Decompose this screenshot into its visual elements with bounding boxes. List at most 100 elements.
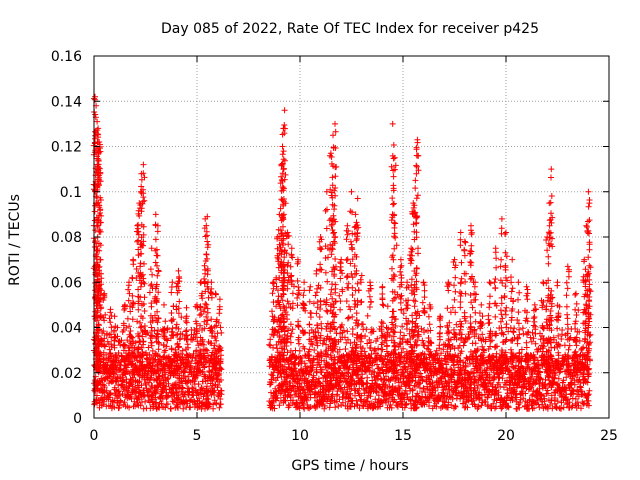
data-point xyxy=(280,148,287,155)
data-point xyxy=(118,337,125,344)
data-point xyxy=(379,346,386,353)
data-point xyxy=(526,396,533,403)
data-point xyxy=(175,365,182,372)
data-point xyxy=(332,298,339,305)
data-point xyxy=(516,373,523,380)
data-point xyxy=(348,244,355,251)
data-point xyxy=(286,402,293,409)
data-point xyxy=(116,388,122,394)
data-point xyxy=(141,174,148,181)
data-point xyxy=(288,330,295,337)
data-point xyxy=(92,93,98,100)
data-point xyxy=(300,343,307,350)
data-point xyxy=(585,402,592,409)
data-point xyxy=(521,371,528,378)
data-point xyxy=(364,398,371,405)
data-point xyxy=(354,229,361,236)
data-point xyxy=(550,379,557,386)
data-point xyxy=(467,259,474,265)
data-point xyxy=(384,303,391,310)
data-point xyxy=(107,350,114,357)
data-point xyxy=(310,300,317,307)
data-point xyxy=(284,338,291,345)
data-point xyxy=(140,223,147,230)
data-point xyxy=(358,335,365,342)
data-point xyxy=(563,374,570,381)
data-point xyxy=(138,183,145,190)
data-point xyxy=(295,318,302,325)
data-point xyxy=(168,405,174,412)
data-point xyxy=(154,330,161,337)
data-point xyxy=(353,253,360,260)
data-point xyxy=(130,338,137,345)
data-point xyxy=(563,292,570,299)
data-point xyxy=(312,335,319,342)
data-point xyxy=(197,347,203,354)
data-point xyxy=(379,301,386,308)
data-point xyxy=(204,213,211,220)
data-point xyxy=(279,184,286,190)
data-point xyxy=(140,405,147,412)
data-point xyxy=(216,296,223,303)
data-point xyxy=(218,387,225,394)
data-point xyxy=(326,336,333,343)
data-point xyxy=(137,283,144,290)
data-point xyxy=(161,301,167,308)
data-point xyxy=(569,402,576,409)
data-point xyxy=(314,322,321,329)
data-point xyxy=(347,238,354,245)
data-point xyxy=(204,305,211,312)
data-point xyxy=(92,238,99,244)
data-point xyxy=(176,298,183,305)
data-point xyxy=(586,387,593,394)
data-point xyxy=(94,153,100,160)
data-point xyxy=(291,365,298,372)
data-point xyxy=(470,370,476,377)
data-point xyxy=(317,297,324,304)
data-point xyxy=(357,338,364,345)
data-point xyxy=(312,292,319,299)
data-point xyxy=(367,285,374,292)
data-point xyxy=(129,334,135,341)
data-point xyxy=(344,328,351,335)
data-point xyxy=(275,287,281,294)
data-point xyxy=(174,331,181,338)
data-point xyxy=(480,346,487,353)
data-point xyxy=(271,280,277,287)
data-point xyxy=(371,346,378,353)
data-point xyxy=(343,274,350,281)
data-point xyxy=(388,404,395,411)
data-point xyxy=(133,266,140,272)
data-point xyxy=(390,277,397,283)
data-point xyxy=(162,404,169,411)
data-point xyxy=(330,230,337,237)
data-point xyxy=(274,245,281,252)
data-point xyxy=(179,347,186,354)
data-point xyxy=(354,322,361,329)
data-point xyxy=(505,404,512,411)
data-point xyxy=(141,197,148,204)
data-point xyxy=(343,257,350,264)
data-point xyxy=(211,365,218,372)
data-point xyxy=(448,402,455,409)
data-point xyxy=(482,398,489,405)
data-point xyxy=(154,308,161,315)
data-point xyxy=(360,361,366,368)
data-point xyxy=(138,323,145,330)
data-point xyxy=(175,267,182,274)
data-point xyxy=(498,405,505,412)
data-point xyxy=(328,154,335,160)
data-point xyxy=(324,320,331,327)
data-point xyxy=(204,265,211,272)
data-point xyxy=(351,271,358,278)
data-point xyxy=(300,292,307,299)
data-point xyxy=(281,122,288,128)
data-point xyxy=(289,300,296,307)
data-point xyxy=(162,318,169,325)
data-point xyxy=(565,396,572,403)
data-point xyxy=(139,358,146,365)
data-point xyxy=(96,282,103,289)
data-point xyxy=(530,315,537,322)
data-point xyxy=(125,385,132,392)
data-point xyxy=(287,339,294,346)
